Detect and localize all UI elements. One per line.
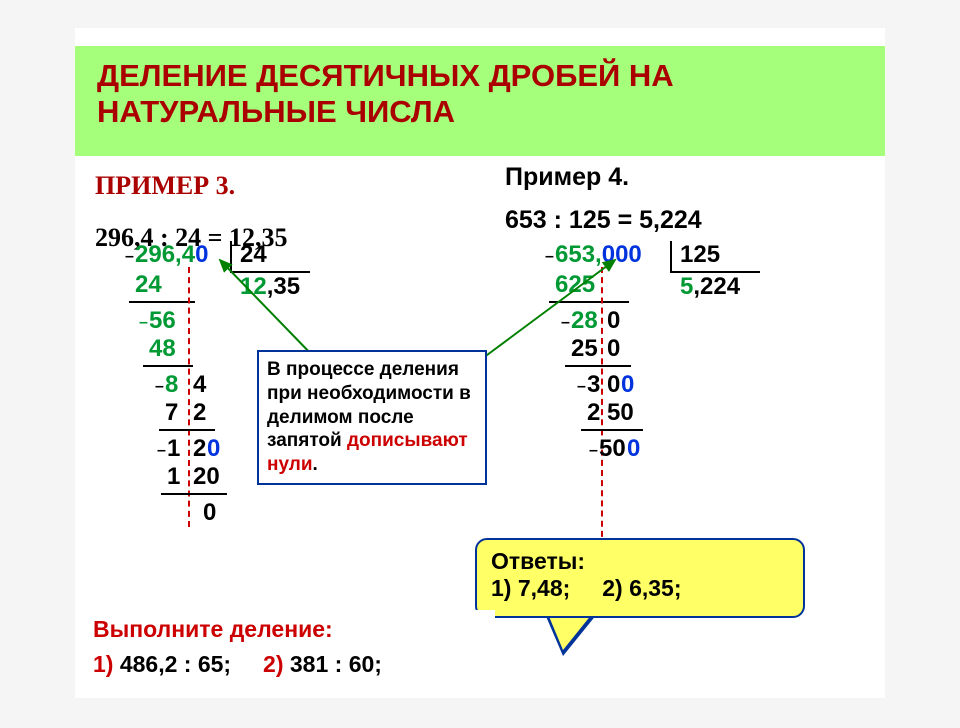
ex4-quot-a: 5 <box>680 273 693 300</box>
minus-sign: – <box>561 315 570 331</box>
ex4-s3b: 0 <box>607 373 620 397</box>
div-vbar <box>670 241 672 273</box>
ex3-s3b: 4 <box>193 373 206 397</box>
ex3-s2-rem: 56 <box>149 307 176 334</box>
ex4-quot-b: 224 <box>700 273 740 300</box>
ex3-quot-a: 12 <box>240 273 267 300</box>
ex-p1-label: 1) <box>93 651 113 677</box>
ex3-s3a: 8 <box>165 371 178 398</box>
note-box: В процессе деления при необходимости в д… <box>257 350 487 485</box>
exercise-block: Выполните деление: 1) 486,2 : 65; 2) 381… <box>75 610 495 688</box>
example4-equation: 653 : 125 = 5,224 <box>505 206 702 235</box>
ex3-s4c: 0 <box>207 437 220 461</box>
ex-p1: 486,2 : 65; <box>120 651 231 677</box>
hline <box>161 493 227 495</box>
callout-tail-fill <box>548 614 592 650</box>
note-text-2: . <box>313 454 318 475</box>
ex3-dividend-zero: 0 <box>195 241 208 268</box>
ex4-div-a: 653 <box>555 241 595 268</box>
ex4-divisor: 125 <box>680 243 720 267</box>
hline <box>159 429 215 431</box>
minus-sign: – <box>155 379 164 395</box>
ex3-dividend: 296,4 <box>135 241 195 268</box>
minus-sign: – <box>139 315 148 331</box>
ex3-s3sb: 2 <box>193 401 206 425</box>
ans1-label: 1) <box>491 575 511 601</box>
hline <box>129 301 195 303</box>
ex3-final: 0 <box>203 501 216 525</box>
ans1-val: 7,48; <box>518 575 570 601</box>
example4-label: Пример 4. <box>505 163 629 192</box>
ex3-s3sa: 7 <box>165 401 178 425</box>
hline <box>549 301 629 303</box>
ex4-div-comma: , <box>595 241 602 268</box>
ex3-s4sa: 1 <box>167 465 180 489</box>
hline <box>565 365 631 367</box>
ex-p2-label: 2) <box>263 651 283 677</box>
ex3-comma-dash <box>188 267 190 527</box>
minus-sign: – <box>157 443 166 459</box>
hline <box>581 429 643 431</box>
exercise-title: Выполните деление: <box>93 616 477 643</box>
exercise-row: 1) 486,2 : 65; 2) 381 : 60; <box>93 651 477 678</box>
ex-p2: 381 : 60; <box>290 651 382 677</box>
ans2-label: 2) <box>602 575 622 601</box>
ex3-s2-sub: 48 <box>149 337 176 361</box>
ex4-s2a: 28 <box>571 307 598 334</box>
ex4-s4b: 0 <box>627 437 640 461</box>
ex4-s1: 625 <box>555 273 595 297</box>
ex3-s4a: 1 <box>167 435 180 462</box>
ex4-comma-dash <box>601 267 603 547</box>
slide: ДЕЛЕНИЕ ДЕСЯТИЧНЫХ ДРОБЕЙ НА НАТУРАЛЬНЫЕ… <box>75 28 885 698</box>
ex3-divisor: 24 <box>240 243 267 267</box>
ex3-quot-b: 35 <box>273 273 300 300</box>
ex4-s2sa: 25 <box>571 337 598 361</box>
minus-sign: – <box>589 443 598 459</box>
minus-sign: – <box>545 249 554 265</box>
answers-title: Ответы: <box>491 548 789 575</box>
ex3-s1-sub: 24 <box>135 273 162 297</box>
minus-sign: – <box>125 249 134 265</box>
div-vbar <box>230 241 232 273</box>
answers-callout: Ответы: 1) 7,48; 2) 6,35; <box>475 538 805 618</box>
ex4-s2sb: 0 <box>607 337 620 361</box>
ex3-s4sb: 20 <box>193 465 220 489</box>
ex4-s3sb: 50 <box>607 401 634 425</box>
ans2-val: 6,35; <box>629 575 681 601</box>
ex4-s4a: 50 <box>599 435 626 462</box>
minus-sign: – <box>577 379 586 395</box>
ex3-s4b: 2 <box>193 437 206 461</box>
ex4-s3a: 3 <box>587 371 600 398</box>
ex4-s3c: 0 <box>621 373 634 397</box>
answers-row: 1) 7,48; 2) 6,35; <box>491 575 789 602</box>
slide-title: ДЕЛЕНИЕ ДЕСЯТИЧНЫХ ДРОБЕЙ НА НАТУРАЛЬНЫЕ… <box>97 58 674 129</box>
ex4-s2b: 0 <box>607 309 620 333</box>
ex4-div-zeros: 000 <box>602 241 642 268</box>
example3-label: ПРИМЕР 3. <box>95 171 235 201</box>
ex4-s3sa: 2 <box>587 401 600 425</box>
hline <box>143 365 193 367</box>
title-band: ДЕЛЕНИЕ ДЕСЯТИЧНЫХ ДРОБЕЙ НА НАТУРАЛЬНЫЕ… <box>75 46 885 156</box>
